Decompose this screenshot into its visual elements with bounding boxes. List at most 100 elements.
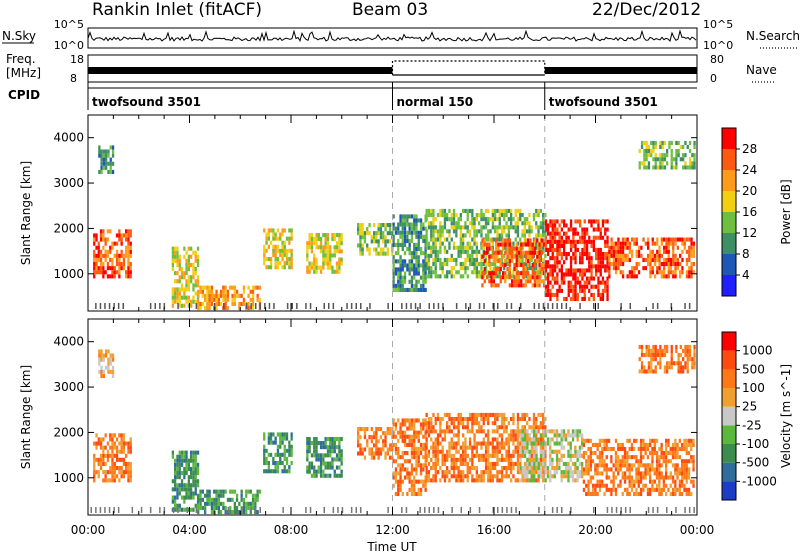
data-cell bbox=[581, 453, 584, 458]
data-cell bbox=[503, 225, 506, 230]
data-cell bbox=[628, 463, 631, 468]
data-cell bbox=[556, 264, 559, 269]
data-cell bbox=[443, 461, 447, 466]
data-cell bbox=[254, 285, 257, 290]
data-cell bbox=[443, 412, 447, 417]
data-cell bbox=[254, 497, 257, 502]
data-cell bbox=[235, 289, 239, 294]
data-cell bbox=[656, 303, 659, 309]
data-cell bbox=[215, 293, 218, 298]
data-cell bbox=[210, 297, 214, 302]
data-cell bbox=[665, 274, 668, 279]
data-cell bbox=[583, 243, 586, 248]
data-cell bbox=[105, 349, 108, 354]
data-cell bbox=[190, 279, 193, 284]
data-cell bbox=[231, 297, 234, 302]
data-cell bbox=[669, 257, 673, 262]
data-cell bbox=[522, 267, 525, 272]
data-cell bbox=[482, 412, 485, 417]
data-cell bbox=[425, 229, 428, 234]
data-cell bbox=[335, 457, 339, 462]
data-cell bbox=[690, 446, 693, 451]
colorbar-tick-label: 500 bbox=[742, 362, 765, 376]
data-cell bbox=[484, 441, 488, 446]
data-cell bbox=[129, 470, 132, 475]
data-cell bbox=[417, 242, 420, 247]
data-cell bbox=[406, 471, 409, 476]
data-region bbox=[263, 228, 293, 270]
data-cell bbox=[215, 489, 218, 494]
data-cell bbox=[290, 265, 293, 270]
data-cell bbox=[683, 438, 686, 443]
data-cell bbox=[192, 454, 195, 459]
y-tick-label: 3000 bbox=[53, 176, 84, 190]
data-cell bbox=[533, 445, 536, 450]
data-cell bbox=[649, 257, 652, 262]
data-cell bbox=[149, 507, 152, 513]
data-cell bbox=[473, 217, 476, 222]
data-cell bbox=[589, 451, 592, 456]
data-cell bbox=[512, 417, 515, 422]
data-cell bbox=[542, 217, 545, 222]
data-cell bbox=[468, 417, 472, 422]
data-cell bbox=[180, 271, 184, 276]
data-cell bbox=[213, 505, 216, 510]
data-cell bbox=[115, 270, 119, 275]
data-cell bbox=[459, 445, 462, 450]
data-cell bbox=[494, 217, 497, 222]
data-cell bbox=[391, 447, 394, 452]
data-cell bbox=[512, 433, 515, 438]
data-cell bbox=[240, 489, 243, 494]
data-cell bbox=[122, 437, 126, 442]
data-cell bbox=[410, 255, 414, 260]
data-cell bbox=[366, 227, 369, 232]
data-cell bbox=[322, 457, 325, 462]
data-cell bbox=[530, 466, 534, 471]
data-cell bbox=[397, 275, 400, 280]
data-cell bbox=[113, 445, 116, 450]
data-cell bbox=[642, 266, 645, 271]
data-cell bbox=[324, 257, 327, 262]
data-cell bbox=[446, 457, 449, 462]
data-cell bbox=[394, 259, 398, 264]
data-cell bbox=[531, 262, 534, 267]
data-cell bbox=[427, 208, 431, 213]
data-cell bbox=[667, 487, 670, 492]
data-cell bbox=[109, 274, 112, 279]
data-cell bbox=[394, 434, 398, 439]
data-cell bbox=[561, 303, 563, 309]
data-cell bbox=[507, 445, 510, 450]
data-cell bbox=[283, 265, 286, 270]
data-cell bbox=[464, 266, 467, 271]
data-cell bbox=[468, 470, 472, 475]
data-cell bbox=[468, 221, 472, 226]
data-cell bbox=[272, 248, 275, 253]
data-cell bbox=[430, 457, 433, 462]
data-cell bbox=[473, 441, 476, 446]
data-cell bbox=[410, 238, 414, 243]
data-cell bbox=[109, 433, 112, 438]
data-cell bbox=[540, 238, 543, 243]
data-cell bbox=[448, 449, 451, 454]
data-cell bbox=[494, 229, 497, 234]
data-cell bbox=[338, 473, 341, 478]
data-cell bbox=[125, 270, 128, 275]
data-cell bbox=[436, 470, 440, 475]
data-cell bbox=[494, 429, 497, 434]
data-cell bbox=[99, 303, 102, 309]
data-cell bbox=[446, 453, 449, 458]
data-cell bbox=[526, 437, 529, 442]
data-cell bbox=[450, 437, 453, 442]
data-cell bbox=[394, 471, 398, 476]
data-cell bbox=[255, 507, 257, 513]
data-cell bbox=[653, 241, 657, 246]
data-cell bbox=[107, 369, 110, 374]
data-cell bbox=[129, 249, 132, 254]
data-cell bbox=[403, 218, 407, 223]
data-cell bbox=[617, 446, 620, 451]
data-cell bbox=[308, 245, 311, 250]
data-cell bbox=[382, 443, 385, 448]
data-cell bbox=[531, 246, 534, 251]
data-cell bbox=[526, 474, 529, 479]
